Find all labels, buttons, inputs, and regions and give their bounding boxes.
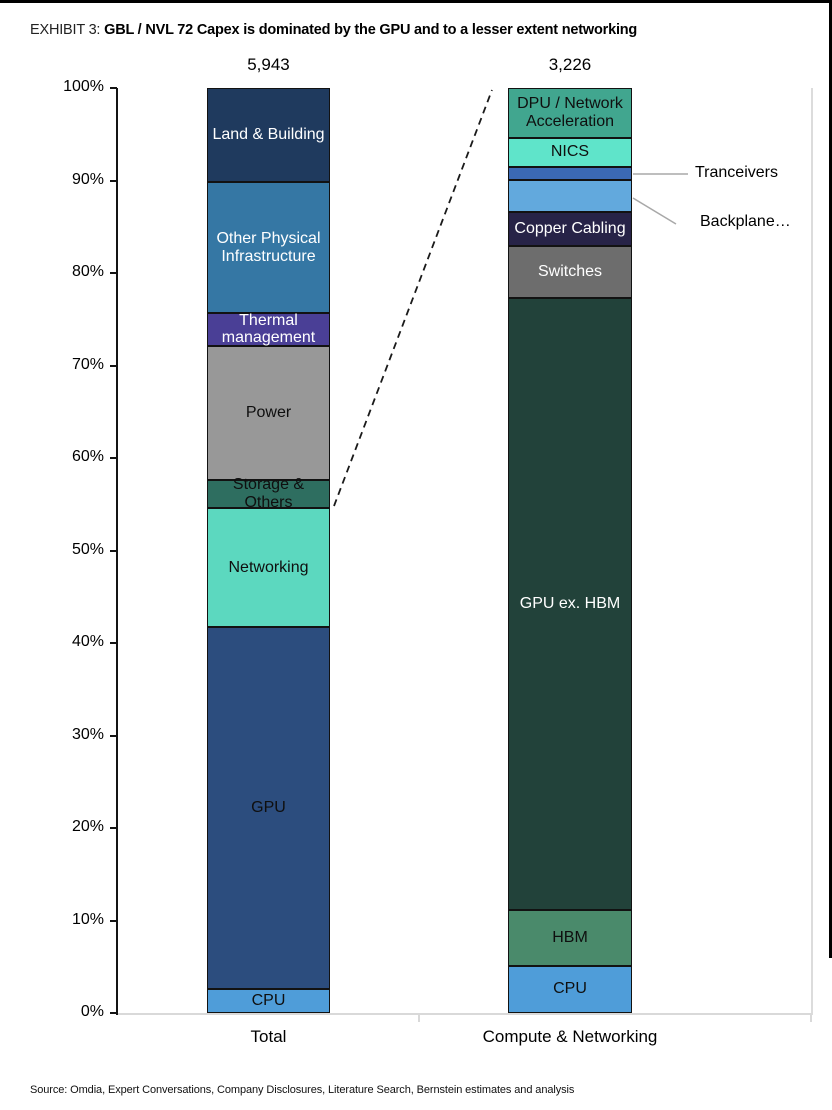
segment-label: DPU / Network Acceleration <box>517 95 623 130</box>
page-border-top <box>0 0 832 3</box>
tranceivers-annotation-label: Tranceivers <box>695 164 778 181</box>
backplane-annotation-label: Backplane… <box>700 213 791 230</box>
segment-label: CPU <box>251 991 286 1009</box>
exhibit-title: EXHIBIT 3: GBL / NVL 72 Capex is dominat… <box>30 22 637 38</box>
bar-segment-tranceivers <box>508 166 632 181</box>
y-axis-tick-mark <box>110 364 117 367</box>
bar-segment-power: Power <box>207 346 330 481</box>
stacked-bar-compute-networking: DPU / Network Acceleration NICS Copper Cab… <box>508 88 632 1013</box>
total-value-left-bar: 5,943 <box>247 55 290 74</box>
y-axis-tick-label: 60% <box>71 448 104 465</box>
y-axis-tick-label: 40% <box>71 633 104 650</box>
y-axis-tick-label: 50% <box>71 540 104 558</box>
bar-segment-land-building: Land & Building <box>207 88 330 183</box>
y-axis-tick-mark <box>110 457 117 459</box>
y-axis-tick-label: 80% <box>71 263 104 280</box>
bar-segment-gpu-ex-hbm: GPU ex. HBM <box>508 297 632 911</box>
segment-label: CPU <box>553 980 587 998</box>
segment-label: HBM <box>552 929 588 947</box>
category-label-total: Total <box>250 1027 287 1046</box>
source-note: Source: Omdia, Expert Conversations, Com… <box>30 1084 575 1096</box>
bar-segment-cpu: CPU <box>508 965 632 1013</box>
segment-label: Switches <box>537 263 603 281</box>
x-axis-baseline <box>117 1013 812 1015</box>
y-axis-tick-mark <box>110 919 117 922</box>
chart-title: GBL / NVL 72 Capex is dominated by the G… <box>104 22 638 38</box>
category-end-tick <box>810 1015 812 1022</box>
y-axis-tick-label: 0% <box>80 1003 104 1020</box>
exhibit-number: EXHIBIT 3: <box>30 22 101 38</box>
y-axis-tick-label: 10% <box>71 910 104 928</box>
y-axis-tick-mark <box>110 1012 117 1014</box>
y-axis-tick-mark <box>110 87 117 89</box>
y-axis-tick-label: 20% <box>71 818 104 835</box>
bar-segment-copper-cabling: Copper Cabling <box>508 211 632 247</box>
bar-segment-backplane <box>508 180 632 212</box>
y-axis-tick-mark <box>110 642 117 644</box>
y-axis-tick-label: 30% <box>71 725 104 743</box>
bar-segment-nics: NICS <box>508 137 632 167</box>
zoom-dashed-connector-line <box>333 89 493 507</box>
y-axis-tick-label: 70% <box>71 355 104 373</box>
y-axis-tick-mark <box>110 549 117 552</box>
stacked-bar-total: Land & Building Other Physical Infrastruc… <box>207 88 330 1013</box>
y-axis-tick-mark <box>110 272 117 274</box>
bar-segment-networking: Networking <box>207 507 330 628</box>
segment-label: Storage & Others <box>232 476 305 512</box>
y-axis-tick-mark <box>110 827 117 829</box>
segment-label: Thermal management <box>221 311 316 347</box>
bar-segment-gpu: GPU <box>207 627 330 989</box>
segment-label: Copper Cabling <box>514 220 626 238</box>
bar-segment-thermal-management: Thermal management <box>207 311 330 347</box>
bar-segment-hbm: HBM <box>508 910 632 966</box>
bar-segment-cpu: CPU <box>207 988 330 1013</box>
page-border-right <box>829 0 832 958</box>
y-axis-tick-label: 90% <box>71 170 104 188</box>
category-divider-tick <box>418 1015 420 1022</box>
bar-segment-dpu-network-acceleration: DPU / Network Acceleration <box>508 88 632 138</box>
y-axis-tick-mark <box>110 179 117 182</box>
y-axis-tick-label: 100% <box>63 78 104 95</box>
backplane-leader-line <box>632 197 677 225</box>
segment-label: NICS <box>550 143 590 161</box>
segment-label: Power <box>245 404 292 422</box>
segment-label: Other Physical Infrastructure <box>216 229 321 265</box>
y-axis-tick-mark <box>110 734 117 737</box>
bar-segment-switches: Switches <box>508 246 632 298</box>
y-axis-line <box>116 88 118 1015</box>
segment-label: GPU <box>251 799 286 817</box>
bar-segment-storage-others: Storage & Others <box>207 476 330 511</box>
total-value-right-bar: 3,226 <box>548 55 592 74</box>
segment-label: Networking <box>228 558 309 576</box>
segment-label: GPU ex. HBM <box>519 595 621 613</box>
category-label-compute-networking: Compute & Networking <box>482 1027 658 1046</box>
segment-label: Land & Building <box>212 126 325 144</box>
bar-segment-other-physical-infrastructure: Other Physical Infrastructure <box>207 182 330 313</box>
plot-area-right-border <box>811 88 813 1015</box>
